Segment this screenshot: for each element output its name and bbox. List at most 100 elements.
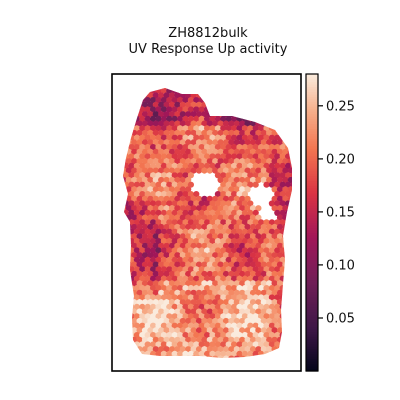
spot	[123, 275, 124, 282]
spot	[249, 242, 257, 249]
spot	[260, 111, 267, 118]
spot	[228, 289, 235, 296]
colorbar-segment	[306, 200, 318, 204]
spot	[225, 191, 232, 198]
spot	[244, 186, 251, 193]
colorbar-segment	[306, 267, 318, 271]
spot	[285, 350, 292, 357]
spot	[276, 176, 284, 184]
spot	[150, 115, 157, 122]
spot	[115, 262, 121, 268]
spot	[204, 219, 211, 226]
spot	[123, 336, 127, 343]
spot	[271, 280, 278, 287]
spot	[131, 167, 138, 174]
spot	[177, 313, 184, 320]
spot	[241, 313, 248, 320]
spot	[236, 341, 243, 348]
colorbar-segment	[306, 113, 318, 117]
spot	[276, 289, 284, 296]
spot	[263, 350, 270, 357]
spot	[241, 191, 248, 198]
spot	[287, 176, 292, 184]
spot	[163, 167, 170, 174]
spot	[168, 158, 176, 165]
spot	[147, 355, 154, 358]
spot	[241, 125, 248, 132]
spot	[163, 270, 170, 278]
spot	[190, 289, 197, 296]
colorbar-segment	[306, 306, 318, 310]
spot	[252, 228, 259, 235]
spot	[123, 209, 124, 216]
spot	[204, 125, 211, 132]
spot	[260, 148, 267, 155]
spot	[123, 261, 127, 268]
spot	[204, 97, 211, 104]
spot	[206, 233, 213, 240]
spot	[160, 115, 167, 122]
colorbar-segment	[306, 175, 318, 179]
colorbar-segment	[306, 314, 318, 318]
spot	[233, 195, 240, 202]
spot	[179, 280, 186, 287]
colorbar-segment	[306, 121, 318, 125]
spot	[198, 247, 205, 254]
spot	[279, 219, 286, 226]
spot	[177, 134, 184, 141]
spot	[160, 266, 167, 273]
spot	[123, 125, 124, 132]
spot	[268, 332, 275, 339]
colorbar-segment	[306, 343, 318, 347]
spot	[239, 223, 246, 231]
spot	[182, 125, 189, 132]
spot	[187, 191, 194, 198]
spot	[247, 219, 254, 226]
spot	[225, 285, 232, 292]
spot	[268, 322, 275, 329]
spot	[185, 148, 192, 155]
spot	[171, 294, 178, 301]
spot	[152, 167, 159, 174]
spot	[282, 88, 289, 90]
spot	[260, 299, 267, 306]
spot	[115, 111, 121, 117]
spot	[123, 139, 127, 146]
spot	[287, 346, 292, 353]
spot	[209, 106, 216, 113]
spot	[260, 101, 267, 108]
spot	[131, 233, 138, 240]
spot	[166, 200, 173, 207]
spot	[290, 228, 292, 235]
spot	[285, 303, 292, 310]
spot	[244, 280, 251, 287]
spot	[209, 256, 216, 263]
spot	[231, 172, 238, 179]
spot	[123, 270, 127, 278]
spot	[276, 101, 284, 108]
spot	[236, 134, 243, 141]
spot	[255, 139, 262, 146]
spot	[150, 153, 157, 160]
spot	[271, 308, 278, 315]
spot	[268, 256, 275, 263]
spot	[123, 186, 127, 193]
spot	[249, 346, 257, 353]
spot	[195, 346, 203, 353]
spot	[198, 134, 205, 141]
spot	[258, 247, 265, 254]
spot	[147, 308, 154, 315]
spot	[150, 134, 157, 141]
spot	[141, 88, 149, 90]
spot	[155, 153, 162, 160]
spot	[217, 120, 224, 127]
spot	[125, 186, 132, 193]
spot	[133, 303, 140, 310]
spot	[290, 266, 292, 273]
spot	[279, 209, 286, 216]
spot	[182, 144, 189, 151]
spot	[252, 313, 259, 320]
colorbar-segment	[306, 341, 318, 345]
spot	[158, 346, 165, 353]
